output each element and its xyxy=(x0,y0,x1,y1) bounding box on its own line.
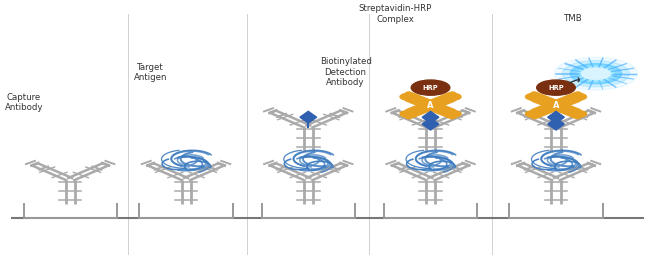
Polygon shape xyxy=(548,118,564,130)
Polygon shape xyxy=(548,111,564,123)
Text: TMB: TMB xyxy=(564,14,583,23)
Circle shape xyxy=(444,93,461,100)
Circle shape xyxy=(569,93,586,100)
Text: A: A xyxy=(552,101,559,110)
Circle shape xyxy=(525,93,543,100)
Circle shape xyxy=(420,101,441,110)
Polygon shape xyxy=(422,118,439,130)
Circle shape xyxy=(569,110,586,117)
Circle shape xyxy=(400,93,417,100)
Circle shape xyxy=(570,63,621,84)
Circle shape xyxy=(525,110,543,117)
Circle shape xyxy=(444,110,461,117)
Circle shape xyxy=(582,68,610,79)
Text: A: A xyxy=(427,101,434,110)
Circle shape xyxy=(537,80,575,95)
Circle shape xyxy=(562,61,629,87)
Text: Capture
Antibody: Capture Antibody xyxy=(5,93,43,112)
Text: HRP: HRP xyxy=(548,84,564,91)
Circle shape xyxy=(400,110,417,117)
Polygon shape xyxy=(300,111,317,123)
Circle shape xyxy=(545,101,567,110)
Text: HRP: HRP xyxy=(422,84,438,91)
Text: Biotinylated
Detection
Antibody: Biotinylated Detection Antibody xyxy=(320,57,372,87)
Polygon shape xyxy=(422,111,439,123)
Circle shape xyxy=(578,67,614,81)
Circle shape xyxy=(411,80,450,95)
Text: Target
Antigen: Target Antigen xyxy=(134,63,167,82)
Text: Streptavidin-HRP
Complex: Streptavidin-HRP Complex xyxy=(359,4,432,24)
Circle shape xyxy=(554,57,638,90)
